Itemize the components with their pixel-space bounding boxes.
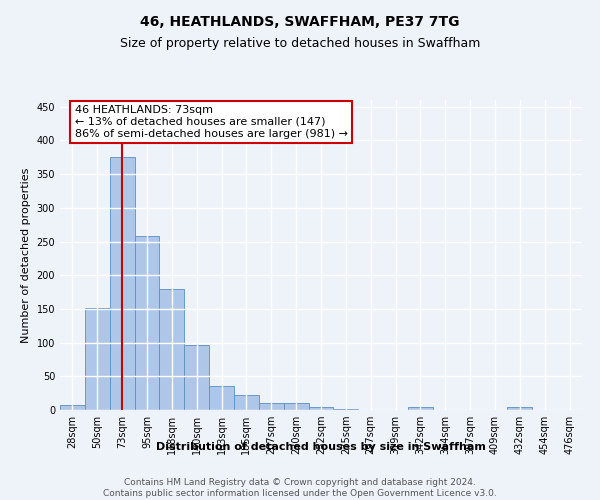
Bar: [134, 236, 160, 410]
Text: 46, HEATHLANDS, SWAFFHAM, PE37 7TG: 46, HEATHLANDS, SWAFFHAM, PE37 7TG: [140, 15, 460, 29]
Bar: [508, 408, 532, 410]
Bar: [85, 308, 110, 410]
Text: Distribution of detached houses by size in Swaffham: Distribution of detached houses by size …: [156, 442, 486, 452]
Bar: [234, 395, 259, 410]
Bar: [60, 406, 85, 410]
Bar: [209, 386, 234, 410]
Text: 46 HEATHLANDS: 73sqm
← 13% of detached houses are smaller (147)
86% of semi-deta: 46 HEATHLANDS: 73sqm ← 13% of detached h…: [75, 106, 348, 138]
Text: Contains HM Land Registry data © Crown copyright and database right 2024.
Contai: Contains HM Land Registry data © Crown c…: [103, 478, 497, 498]
Text: Size of property relative to detached houses in Swaffham: Size of property relative to detached ho…: [120, 38, 480, 51]
Bar: [160, 288, 184, 410]
Bar: [408, 408, 433, 410]
Bar: [308, 408, 334, 410]
Bar: [259, 402, 284, 410]
Y-axis label: Number of detached properties: Number of detached properties: [21, 168, 31, 342]
Bar: [184, 346, 209, 410]
Bar: [110, 158, 134, 410]
Bar: [284, 404, 308, 410]
